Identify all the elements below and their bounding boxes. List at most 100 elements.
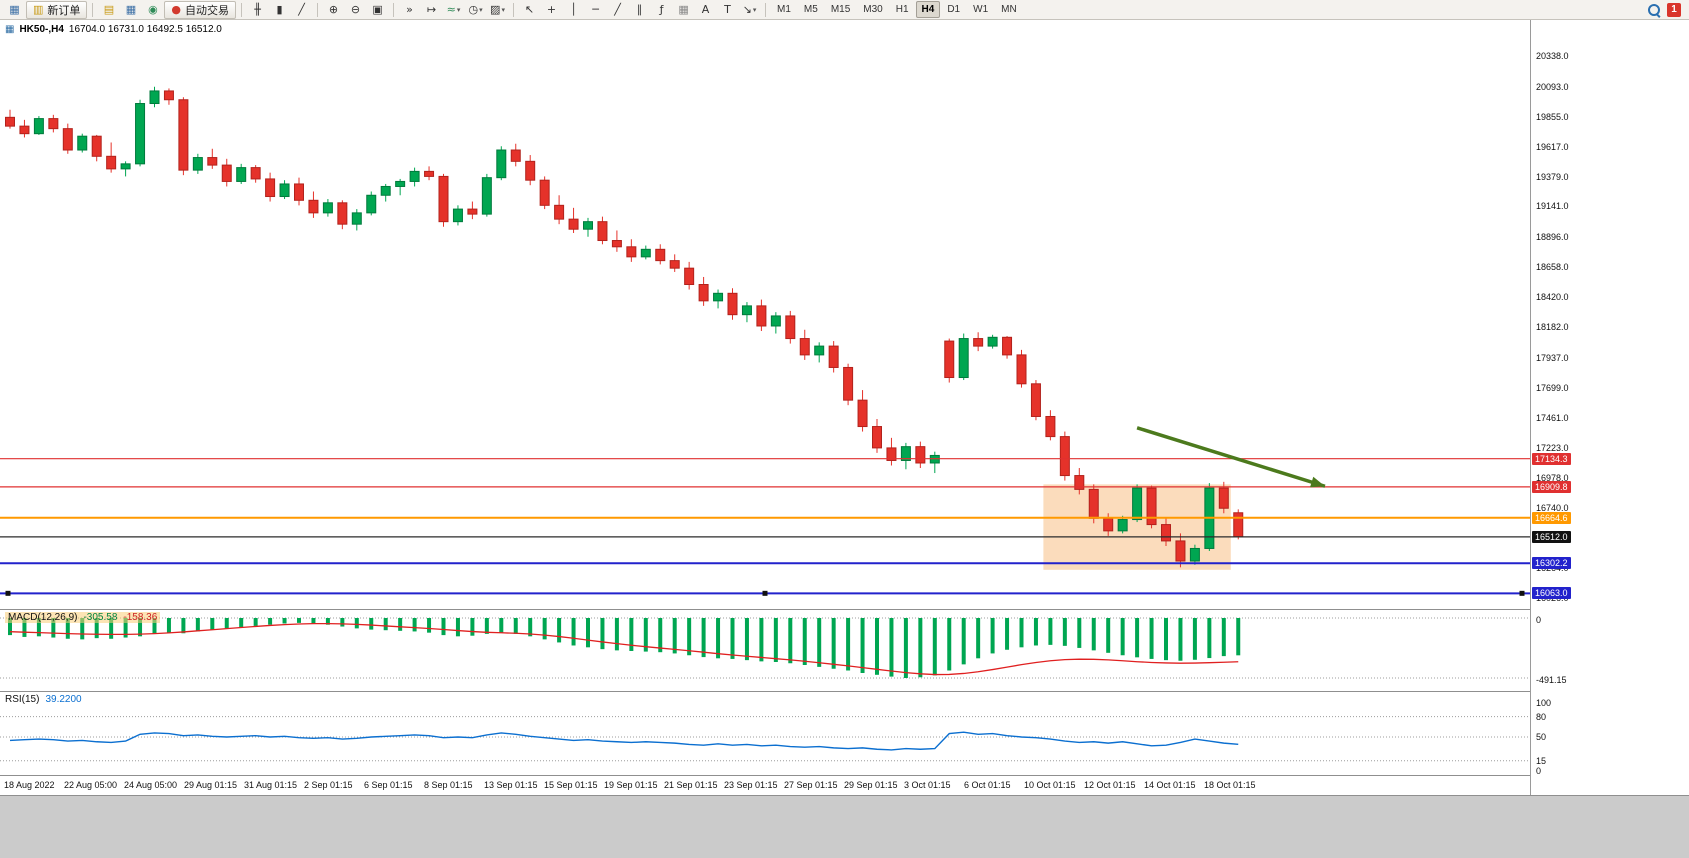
macd-panel[interactable]: MACD(12,26,9) -305.58 -158.36: [0, 610, 1689, 691]
time-tick-label: 12 Oct 01:15: [1084, 780, 1136, 790]
candle: [496, 149, 507, 179]
candlestick-chart[interactable]: [0, 21, 1530, 609]
candle: [351, 212, 362, 225]
navigator-icon[interactable]: ◉: [148, 2, 158, 16]
timeframe-button-m30[interactable]: M30: [863, 4, 883, 15]
autotrading-button[interactable]: ● 自动交易: [164, 0, 237, 19]
candlestick-chart-icon[interactable]: ▮: [276, 2, 283, 16]
timeframe-button-d1[interactable]: D1: [947, 4, 961, 15]
periods-icon[interactable]: ◷ ▾: [468, 2, 483, 16]
candle: [91, 135, 102, 157]
candle: [958, 338, 969, 379]
dropdown-arrow-icon: ▾: [501, 5, 505, 14]
price-tick-label: 17461.0: [1536, 412, 1569, 423]
price-tick-label: 20093.0: [1536, 81, 1569, 92]
bar-chart-icon[interactable]: ╫: [254, 2, 261, 16]
candle: [655, 248, 666, 262]
time-tick-label: 29 Aug 01:15: [184, 780, 238, 790]
vertical-line-icon[interactable]: │: [570, 2, 577, 16]
trend-arrow[interactable]: [1136, 426, 1326, 488]
time-tick-label: 27 Sep 01:15: [784, 780, 838, 790]
new-order-button[interactable]: ▥ 新订单: [26, 0, 88, 19]
timeframe-button-m15[interactable]: M15: [830, 4, 851, 15]
timeframe-button-m1[interactable]: M1: [777, 4, 791, 15]
toolbar-separator: [765, 2, 767, 17]
rsi-chart[interactable]: [0, 692, 1530, 775]
rsi-panel[interactable]: RSI(15) 39.2200: [0, 692, 1689, 775]
templates-icon[interactable]: ▨ ▾: [490, 2, 505, 16]
candle: [785, 315, 796, 340]
timeframe-button-h4[interactable]: H4: [915, 1, 941, 18]
timeframe-button-h1[interactable]: H1: [895, 4, 909, 15]
candle: [1117, 519, 1128, 532]
candle: [120, 163, 131, 170]
macd-name: MACD(12,26,9): [8, 612, 78, 623]
market-watch-icon[interactable]: ▤: [103, 2, 115, 16]
toolbar-separator: [317, 2, 319, 17]
macd-axis-label: 0: [1536, 615, 1542, 625]
panel-separator[interactable]: [0, 609, 1689, 610]
new-chart-icon[interactable]: ▦: [9, 2, 20, 16]
fibonacci-icon[interactable]: ƒ: [659, 2, 664, 16]
chart-window-icon: ▦: [5, 24, 15, 35]
rsi-label: RSI(15) 39.2200: [5, 694, 82, 705]
candle: [1161, 524, 1171, 542]
zoom-in-icon[interactable]: ⊕: [328, 2, 339, 16]
time-axis[interactable]: 18 Aug 2022 22 Aug 05:00 24 Aug 05:00 29 Au…: [0, 776, 1530, 795]
price-badge-16302.2: 16302.2: [1532, 557, 1571, 570]
crosshair-icon[interactable]: +: [546, 2, 557, 16]
horizontal-line-icon[interactable]: ─: [592, 2, 599, 16]
time-tick-label: 13 Sep 01:15: [484, 780, 538, 790]
candle: [1030, 383, 1041, 417]
tile-windows-icon[interactable]: ▣: [372, 2, 383, 16]
grid-icon[interactable]: ▦: [678, 2, 689, 16]
cursor-icon[interactable]: ↖: [524, 2, 535, 16]
zoom-out-icon[interactable]: ⊖: [350, 2, 361, 16]
dropdown-arrow-icon: ▾: [479, 5, 483, 14]
candle: [525, 160, 536, 181]
chart-shift-icon[interactable]: ↦: [426, 2, 437, 16]
line-handle[interactable]: [5, 590, 11, 596]
candle: [510, 149, 521, 162]
main-chart-panel[interactable]: ▦ HK50-,H4 16704.0 16731.0 16492.5 16512…: [0, 21, 1689, 609]
timeframe-button-m5[interactable]: M5: [803, 4, 818, 15]
price-tick-label: 19379.0: [1536, 171, 1569, 182]
candle: [481, 177, 492, 215]
time-tick-label: 18 Aug 2022: [4, 780, 55, 790]
arrows-icon[interactable]: ↘ ▾: [742, 2, 757, 16]
dropdown-arrow-icon: ▾: [456, 5, 461, 14]
line-handle[interactable]: [762, 590, 768, 596]
time-tick-label: 3 Oct 01:15: [904, 780, 951, 790]
autotrading-button-icon: ●: [171, 3, 182, 16]
candle: [684, 267, 695, 286]
indicators-icon[interactable]: ≈ ▾: [446, 2, 461, 16]
candle: [265, 178, 276, 198]
line-chart-icon[interactable]: ╱: [298, 2, 305, 16]
time-tick-label: 2 Sep 01:15: [304, 780, 353, 790]
candle: [33, 118, 44, 135]
chart-title: ▦ HK50-,H4 16704.0 16731.0 16492.5 16512…: [5, 24, 222, 35]
trendline-icon[interactable]: ╱: [614, 2, 621, 16]
data-window-icon[interactable]: ▦: [125, 2, 137, 16]
rsi-value: 39.2200: [45, 694, 82, 705]
textbox-icon[interactable]: T: [724, 2, 731, 16]
macd-chart[interactable]: [0, 610, 1530, 691]
search-icon[interactable]: [1647, 3, 1661, 18]
macd-value-main: -305.58: [83, 612, 118, 623]
price-axis[interactable]: 20338.0 20093.0 19855.0 19617.0 19379.0 19141…: [1531, 20, 1689, 796]
timeframe-button-mn[interactable]: MN: [1001, 4, 1017, 15]
auto-scroll-icon[interactable]: »: [406, 2, 413, 16]
rsi-axis-label: 80: [1536, 711, 1547, 722]
notification-badge[interactable]: 1: [1667, 2, 1681, 17]
text-icon[interactable]: A: [701, 2, 710, 16]
price-tick-label: 18896.0: [1536, 232, 1569, 243]
channel-icon[interactable]: ∥: [636, 2, 643, 16]
toolbar-right-group: 1: [1647, 2, 1685, 18]
candle: [294, 183, 304, 201]
workspace-empty-area: [0, 796, 1689, 858]
timeframe-button-w1[interactable]: W1: [973, 4, 989, 15]
macd-label: MACD(12,26,9) -305.58 -158.36: [5, 612, 161, 623]
candle: [77, 135, 88, 151]
panel-separator[interactable]: [0, 691, 1689, 692]
line-handle[interactable]: [1519, 590, 1525, 596]
